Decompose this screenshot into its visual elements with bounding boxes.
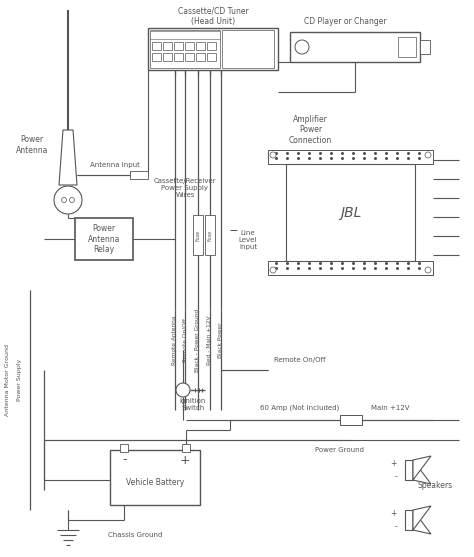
Bar [290, 32, 420, 62]
Text: Remote Antenna: Remote Antenna [173, 315, 177, 365]
Text: Fuse: Fuse [208, 229, 212, 241]
Bar [193, 215, 203, 255]
Text: CD Player or Changer: CD Player or Changer [304, 17, 386, 27]
Text: Ignition
Switch: Ignition Switch [180, 398, 206, 411]
Text: Power Ground: Power Ground [316, 447, 365, 453]
Polygon shape [59, 130, 77, 185]
Bar [405, 510, 413, 530]
Text: Chassis Ground: Chassis Ground [108, 532, 163, 538]
Text: Cassette/CD Tuner
(Head Unit): Cassette/CD Tuner (Head Unit) [178, 6, 248, 26]
Bar [110, 450, 200, 505]
Bar [185, 53, 194, 61]
Bar [150, 31, 220, 39]
Polygon shape [413, 460, 431, 484]
Bar [182, 444, 190, 452]
Circle shape [270, 152, 276, 158]
Bar [75, 218, 133, 260]
Bar [340, 415, 362, 425]
Bar [148, 28, 278, 70]
Text: JBL: JBL [340, 206, 361, 219]
Text: Vehicle Battery: Vehicle Battery [126, 478, 184, 487]
Polygon shape [413, 456, 431, 480]
Text: Remote On/Off: Remote On/Off [274, 357, 326, 363]
Bar [268, 261, 433, 275]
Text: Red - Main +12V: Red - Main +12V [208, 315, 212, 365]
Bar [120, 444, 128, 452]
Bar [405, 460, 413, 480]
Bar [268, 150, 433, 164]
Polygon shape [413, 510, 431, 534]
Circle shape [70, 198, 74, 203]
Text: Power
Antenna
Relay: Power Antenna Relay [88, 224, 120, 254]
Circle shape [295, 40, 309, 54]
Text: -: - [394, 522, 397, 531]
Text: Antenna Motor Ground: Antenna Motor Ground [6, 344, 10, 416]
Bar [163, 42, 172, 50]
Text: Remote On/Off: Remote On/Off [182, 318, 188, 362]
Text: 60 Amp (Not Included): 60 Amp (Not Included) [260, 405, 340, 411]
Text: +: + [391, 509, 397, 517]
Bar [207, 53, 216, 61]
Polygon shape [413, 506, 431, 530]
Bar [130, 171, 148, 179]
Bar [196, 42, 205, 50]
Circle shape [54, 186, 82, 214]
Bar [196, 53, 205, 61]
Text: Cassette/Receiver
Power Supply
Wires: Cassette/Receiver Power Supply Wires [154, 178, 216, 198]
Text: Fuse: Fuse [195, 229, 201, 241]
Text: Line
Level
Input: Line Level Input [239, 230, 257, 250]
Circle shape [176, 383, 190, 397]
Text: Speakers: Speakers [418, 481, 453, 490]
Text: Power
Antenna: Power Antenna [16, 135, 48, 155]
Circle shape [62, 198, 66, 203]
Bar [174, 42, 183, 50]
Bar [174, 53, 183, 61]
Bar [398, 37, 416, 57]
Bar [286, 164, 415, 261]
Bar [150, 30, 220, 68]
Circle shape [425, 152, 431, 158]
Circle shape [425, 267, 431, 273]
Text: +: + [180, 453, 191, 467]
Bar [420, 40, 430, 54]
Bar [163, 53, 172, 61]
Text: Antenna Input: Antenna Input [90, 162, 140, 168]
Bar [205, 215, 215, 255]
Bar [185, 42, 194, 50]
Bar [152, 42, 161, 50]
Text: Black Power: Black Power [219, 322, 224, 358]
Circle shape [270, 267, 276, 273]
Text: Main +12V: Main +12V [371, 405, 409, 411]
Text: Black - Power Ground: Black - Power Ground [195, 309, 201, 372]
Text: +: + [391, 458, 397, 467]
Bar [207, 42, 216, 50]
Text: Amplifier
Power
Connection: Amplifier Power Connection [289, 115, 332, 145]
Text: -: - [394, 472, 397, 481]
Text: -: - [123, 453, 127, 467]
Bar [152, 53, 161, 61]
Bar [222, 30, 274, 68]
Text: Power Supply: Power Supply [18, 359, 22, 401]
